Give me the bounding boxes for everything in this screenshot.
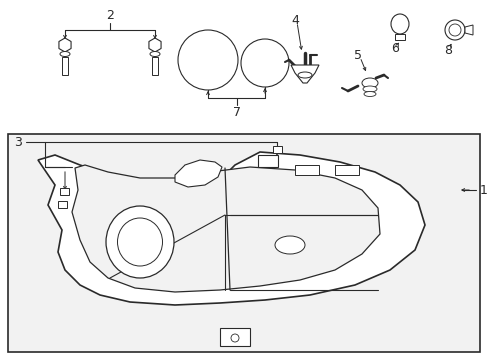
FancyBboxPatch shape — [60, 188, 69, 195]
Text: 7: 7 — [232, 105, 241, 118]
Polygon shape — [149, 38, 161, 52]
Text: 5: 5 — [353, 49, 361, 62]
Ellipse shape — [248, 47, 281, 79]
Ellipse shape — [297, 72, 311, 78]
Ellipse shape — [362, 86, 376, 92]
Ellipse shape — [198, 50, 218, 70]
FancyBboxPatch shape — [58, 201, 67, 208]
Ellipse shape — [257, 55, 272, 71]
Ellipse shape — [191, 43, 224, 77]
FancyBboxPatch shape — [220, 328, 249, 346]
Ellipse shape — [230, 334, 239, 342]
FancyBboxPatch shape — [334, 165, 358, 175]
Polygon shape — [394, 34, 404, 40]
Ellipse shape — [117, 218, 162, 266]
FancyBboxPatch shape — [294, 165, 318, 175]
FancyBboxPatch shape — [272, 146, 282, 153]
Ellipse shape — [106, 206, 174, 278]
Ellipse shape — [274, 236, 305, 254]
Polygon shape — [59, 38, 71, 52]
Text: 2: 2 — [106, 9, 114, 22]
FancyBboxPatch shape — [8, 134, 479, 352]
Polygon shape — [152, 57, 158, 75]
Polygon shape — [72, 165, 379, 292]
Text: 8: 8 — [443, 44, 451, 57]
Ellipse shape — [150, 51, 160, 57]
Ellipse shape — [60, 51, 70, 57]
Text: 6: 6 — [390, 41, 398, 54]
Text: 4: 4 — [290, 14, 298, 27]
Ellipse shape — [361, 78, 377, 88]
Text: 3: 3 — [14, 135, 22, 149]
Polygon shape — [464, 25, 472, 35]
Ellipse shape — [184, 37, 231, 83]
Ellipse shape — [178, 30, 238, 90]
Ellipse shape — [448, 24, 460, 36]
Ellipse shape — [444, 20, 464, 40]
Polygon shape — [38, 152, 424, 305]
Polygon shape — [290, 65, 318, 83]
Ellipse shape — [390, 14, 408, 34]
Ellipse shape — [241, 39, 288, 87]
Polygon shape — [62, 57, 68, 75]
FancyBboxPatch shape — [258, 155, 278, 167]
Ellipse shape — [363, 91, 375, 96]
Polygon shape — [175, 160, 222, 187]
Text: 1: 1 — [479, 184, 487, 197]
